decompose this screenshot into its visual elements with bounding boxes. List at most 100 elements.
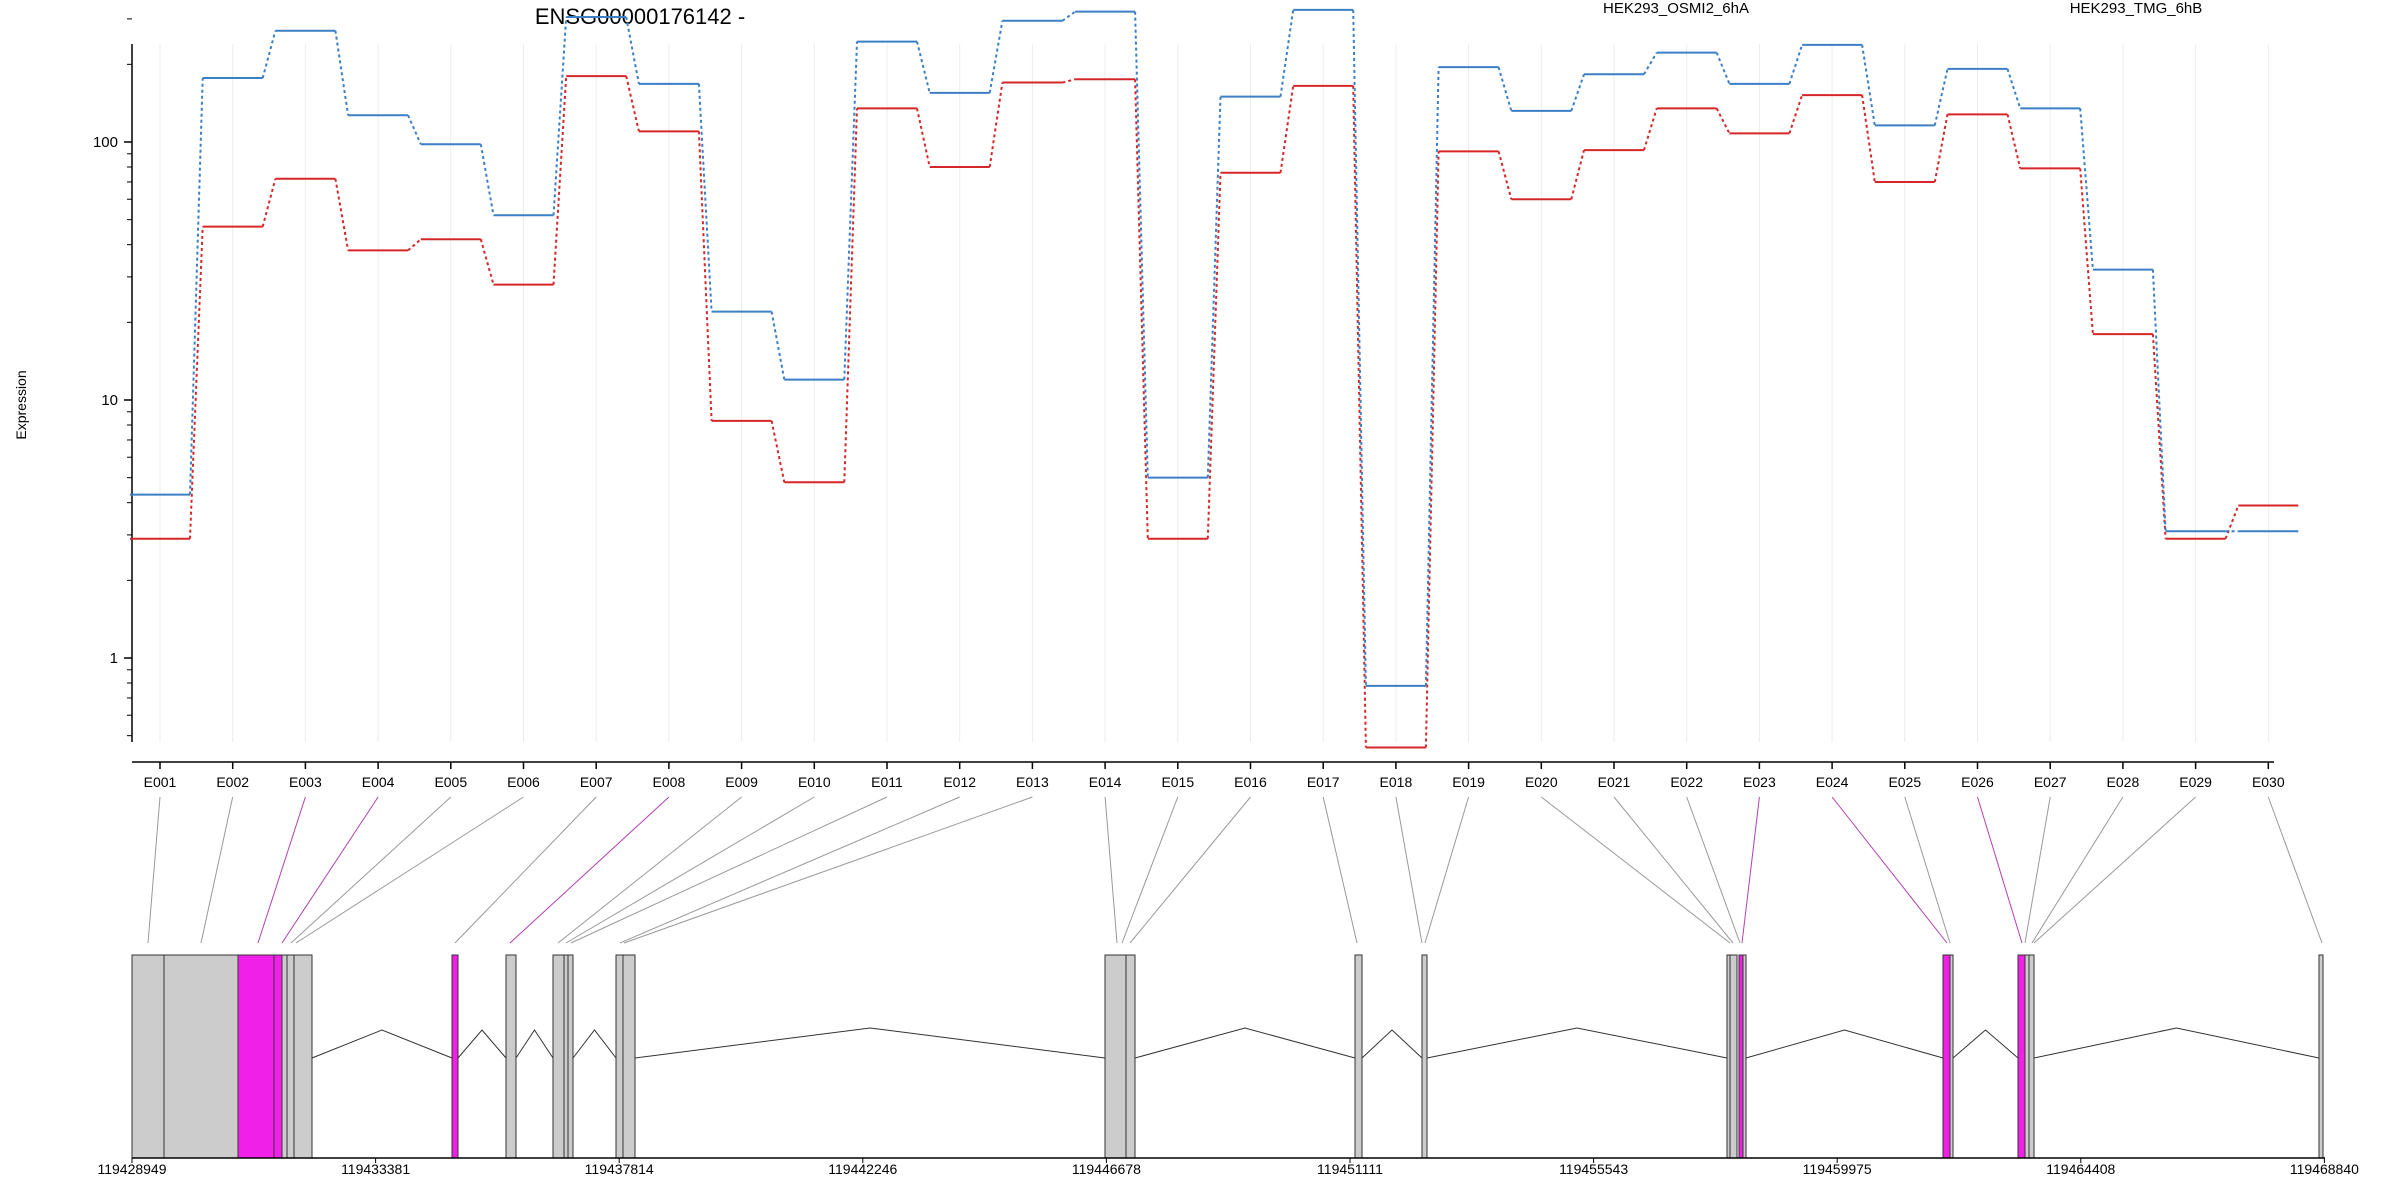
coordinate-label: 119468840: [2290, 1161, 2359, 1177]
x-tick-label-e001: E001: [144, 774, 177, 790]
x-tick-label-e002: E002: [216, 774, 249, 790]
exon-block-highlighted: [1942, 954, 1951, 1159]
exon-block: [131, 954, 165, 1159]
legend-entry-series-a: HEK293_OSMI2_6hA: [1603, 0, 1749, 17]
exon-block: [615, 954, 624, 1159]
series-b-connector: [1061, 10, 1076, 22]
x-tick-label-e007: E007: [580, 774, 613, 790]
series-b-connector: [261, 30, 277, 79]
connector-e017: [1322, 796, 1358, 944]
series-a-connector: [916, 108, 931, 168]
series-a-connector: [988, 82, 1004, 168]
x-tick-label-e028: E028: [2107, 774, 2140, 790]
connector-e003: [257, 796, 306, 944]
series-a-connector: [2006, 114, 2022, 169]
series-a-connector: [1352, 85, 1367, 748]
series-a-connector: [2079, 168, 2094, 335]
connector-e021: [1613, 796, 1734, 944]
series-b-connector: [916, 41, 931, 94]
series-a-connector: [2151, 334, 2167, 539]
intron-line: [2033, 1027, 2320, 1059]
connector-e030: [2267, 796, 2323, 944]
series-b-connector: [2079, 108, 2094, 270]
connector-e027: [2024, 796, 2051, 944]
connector-e026: [1977, 796, 2023, 944]
series-b-connector: [988, 20, 1004, 94]
series-b-connector: [407, 114, 422, 145]
connector-e029: [2033, 796, 2196, 944]
legend-entry-series-b: HEK293_TMG_6hB: [2070, 0, 2203, 17]
series-b-connector: [1206, 96, 1222, 478]
connector-e001: [147, 796, 161, 944]
series-layer: [130, 8, 2299, 749]
exon-block: [505, 954, 517, 1159]
series-b-connector: [479, 144, 495, 216]
series-b-connector: [334, 30, 350, 116]
x-tick-label-e026: E026: [1961, 774, 1994, 790]
series-b-connector: [1933, 68, 1949, 126]
exon-block: [281, 954, 288, 1159]
connector-e008: [509, 796, 670, 944]
x-tick-label-e010: E010: [798, 774, 831, 790]
exon-block-highlighted: [1738, 954, 1744, 1159]
connector-e015: [1121, 796, 1179, 944]
series-b-connector: [1643, 52, 1658, 75]
coordinate-label: 119451111: [1317, 1161, 1383, 1177]
series-b-connector: [625, 16, 640, 85]
series-b-connector: [770, 311, 786, 380]
series-a-connector: [625, 75, 640, 132]
exon-block-highlighted: [2017, 954, 2026, 1159]
connector-e019: [1424, 796, 1470, 944]
series-a-connector: [1206, 172, 1222, 539]
x-tick-label-e019: E019: [1452, 774, 1485, 790]
x-tick-label-e003: E003: [289, 774, 322, 790]
series-a-connector: [1062, 78, 1076, 84]
connector-e002: [200, 796, 234, 944]
connector-e024: [1831, 796, 1948, 944]
series-b-connector: [1352, 9, 1367, 686]
series-a-connector: [1279, 85, 1295, 173]
series-b-connector: [1715, 52, 1731, 85]
series-a-connector: [770, 420, 786, 483]
series-a-connector: [843, 108, 858, 483]
y-tick-label-10: 10: [101, 392, 118, 409]
series-b-connector: [697, 83, 713, 312]
x-tick-label-e025: E025: [1888, 774, 1921, 790]
series-a-connector: [261, 178, 277, 227]
series-a-connector: [2224, 505, 2240, 540]
series-a-connector: [1715, 107, 1731, 134]
exon-block: [1949, 954, 1954, 1159]
connector-e020: [1540, 796, 1731, 944]
x-tick-label-e022: E022: [1670, 774, 1703, 790]
exon-block-highlighted: [237, 954, 275, 1159]
gene-model-layer: 119428949 119433381 119437814 119442246 1194…: [97, 954, 2359, 1177]
connector-e018: [1395, 796, 1423, 944]
connector-e009: [557, 796, 742, 944]
series-b-connector: [1570, 73, 1585, 112]
exon-block: [567, 954, 574, 1159]
series-b-connector: [1497, 66, 1513, 112]
series-a: [130, 75, 2299, 749]
connector-e005: [290, 796, 452, 944]
x-tick-label-e023: E023: [1743, 774, 1776, 790]
grid-layer: [159, 44, 2269, 742]
series-b-connector: [2151, 269, 2167, 532]
series-a-connector: [1933, 114, 1949, 183]
y-tick-label-1: 1: [110, 650, 118, 667]
x-tick-label-e017: E017: [1307, 774, 1340, 790]
connector-e028: [2031, 796, 2124, 944]
y-tick-label-100: 100: [93, 134, 118, 151]
series-a-connector: [1134, 79, 1149, 539]
connector-e022: [1686, 796, 1741, 944]
intron-line: [572, 1029, 617, 1059]
series-a-connector: [189, 226, 204, 539]
x-tick-label-e030: E030: [2252, 774, 2285, 790]
x-tick-label-e009: E009: [725, 774, 758, 790]
connector-e025: [1904, 796, 1951, 944]
x-tick-label-e027: E027: [2034, 774, 2067, 790]
exon-block: [552, 954, 565, 1159]
series-a-connector: [1788, 94, 1804, 134]
series-a-connector: [1570, 149, 1585, 200]
coordinate-label: 119446678: [1072, 1161, 1141, 1177]
